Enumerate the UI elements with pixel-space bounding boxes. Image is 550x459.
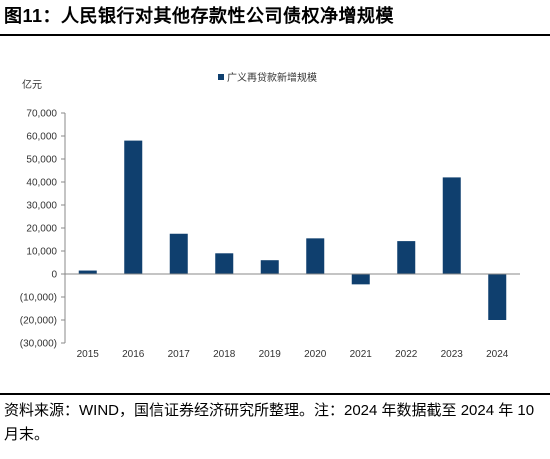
y-tick-label: (10,000) [20,293,57,304]
y-tick-label: 70,000 [26,109,57,120]
bar-2018 [215,253,234,274]
y-tick-label: 30,000 [26,201,57,212]
y-tick-label: 0 [51,270,57,281]
x-axis: 2015 2016 2017 2018 2019 2020 2021 2022 2023 2024 [65,273,520,360]
y-tick-label: (30,000) [20,339,57,350]
x-tick-label: 2019 [259,349,282,360]
y-axis: 70,000 60,000 50,000 40,000 30,000 20,000 10,0… [20,109,66,350]
x-tick-label: 2016 [122,349,145,360]
bar-2019 [260,260,279,274]
x-tick-label: 2021 [350,349,373,360]
y-tick-label: 40,000 [26,178,57,189]
bar-2015 [78,270,97,274]
source-rule [0,393,550,395]
x-tick-label: 2024 [486,349,509,360]
legend-label: 广义再贷款新增规模 [227,71,317,84]
y-tick-label: 10,000 [26,247,57,258]
figure-title: 图11：人民银行对其他存款性公司债权净增规模 [4,6,395,26]
x-tick-label: 2015 [77,349,100,360]
bar-2017 [169,233,188,274]
source-note: 资料来源：WIND，国信证券经济研究所整理。注：2024 年数据截至 2024 … [4,402,535,443]
y-tick-label: 60,000 [26,132,57,143]
bar-2020 [306,238,325,274]
title-rule [0,34,550,36]
bar-chart: 亿元 广义再贷款新增规模 70,000 60,000 50,000 40,000 30,… [20,71,520,360]
y-tick-label: 20,000 [26,224,57,235]
bar-2023 [442,177,461,274]
legend-swatch [218,74,224,80]
x-tick-label: 2023 [441,349,464,360]
bar-2024 [488,274,507,320]
x-tick-label: 2020 [304,349,327,360]
bar-2021 [351,274,370,285]
legend: 广义再贷款新增规模 [218,71,317,84]
bar-2016 [124,140,143,274]
y-tick-label: (20,000) [20,316,57,327]
bar-2022 [397,241,416,274]
bars [78,140,507,320]
x-tick-label: 2017 [168,349,191,360]
y-tick-label: 50,000 [26,155,57,166]
x-tick-label: 2022 [395,349,418,360]
y-axis-unit: 亿元 [22,78,42,91]
x-tick-label: 2018 [213,349,236,360]
